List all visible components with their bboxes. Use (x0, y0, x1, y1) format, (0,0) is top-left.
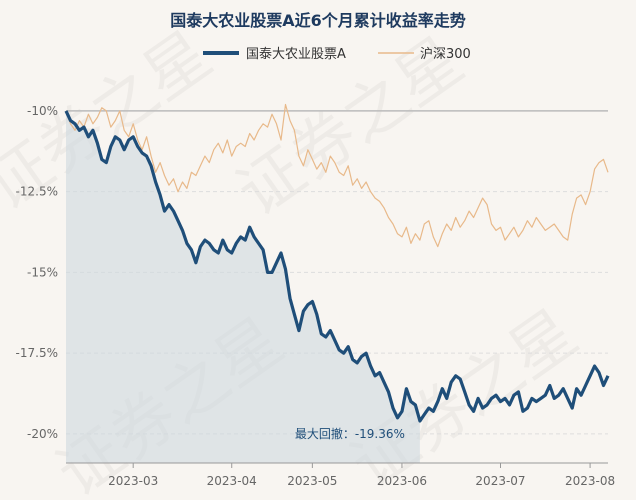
x-axis: 2023-03 2023-04 2023-05 2023-06 2023-07 2023-… (66, 462, 615, 488)
max-drawdown-area (66, 110, 420, 464)
y-tick-label: -12.5% (16, 185, 58, 199)
y-tick-label: -20% (27, 427, 58, 441)
fund-series-line (64, 110, 610, 423)
x-tick-label: 2023-08 (565, 474, 615, 488)
x-tick-label: 2023-03 (108, 474, 158, 488)
y-tick-label: -10% (27, 104, 58, 118)
y-tick-label: -15% (27, 265, 58, 279)
index-series-line (65, 103, 609, 248)
legend: 国泰大农业股票A 沪深300 (203, 46, 471, 62)
y-axis: -10% -12.5% -15% -17.5% -20% (16, 104, 58, 441)
x-tick-label: 2023-06 (377, 474, 427, 488)
series-layer (64, 103, 610, 423)
y-tick-label: -17.5% (16, 346, 58, 360)
x-tick-label: 2023-07 (475, 474, 525, 488)
grid-lines (66, 110, 608, 435)
x-tick-label: 2023-05 (287, 474, 337, 488)
max-drawdown-label: 最大回撤：-19.36% (295, 426, 405, 441)
x-tick-label: 2023-04 (207, 474, 257, 488)
legend-label-fund: 国泰大农业股票A (246, 47, 346, 62)
chart-title: 国泰大农业股票A近6个月累计收益率走势 (170, 11, 466, 30)
legend-label-index: 沪深300 (420, 46, 471, 62)
